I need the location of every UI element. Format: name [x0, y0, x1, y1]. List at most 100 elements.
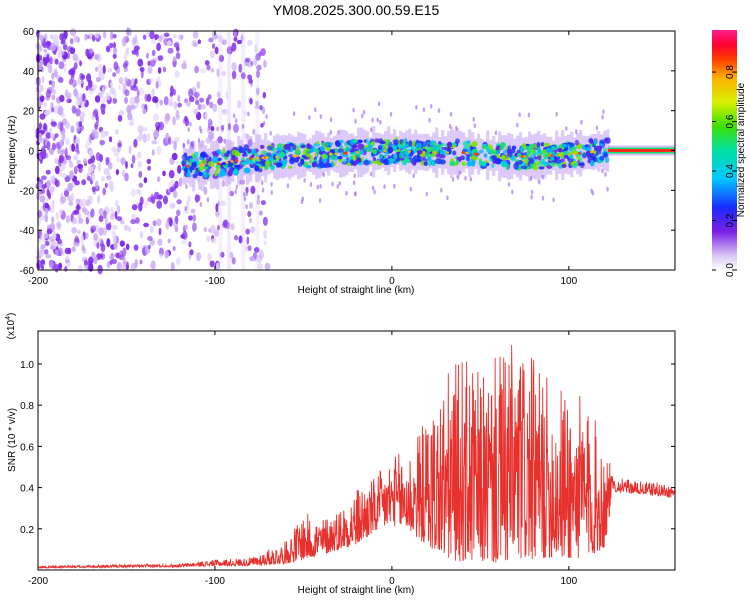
- band-hotspot: [407, 150, 411, 153]
- noise-blob: [182, 230, 188, 240]
- noise-blob: [176, 257, 181, 266]
- noise-blob: [55, 179, 60, 188]
- noise-blob: [146, 93, 152, 102]
- noise-blob: [186, 100, 191, 107]
- noise-blob: [54, 165, 60, 175]
- band-blob: [519, 147, 525, 152]
- band-scatter: [185, 184, 188, 190]
- noise-blob: [158, 247, 164, 256]
- band-scatter: [591, 190, 594, 196]
- noise-blob: [90, 154, 95, 164]
- snr-y-label: SNR (10 * v/v): [7, 408, 18, 472]
- band-blob: [302, 151, 307, 156]
- band-blob: [367, 145, 373, 152]
- band-blob: [214, 170, 218, 177]
- noise-blob: [231, 42, 237, 52]
- band-blob: [353, 139, 358, 143]
- noise-blob: [176, 199, 182, 205]
- snr-x-label: Height of straight line (km): [298, 585, 415, 596]
- band-blob: [604, 137, 611, 143]
- band-blob: [517, 153, 522, 158]
- noise-blob: [113, 91, 117, 99]
- noise-blob: [69, 170, 74, 180]
- band-blob: [419, 153, 426, 157]
- band-hotspot: [328, 152, 332, 156]
- band-blob: [324, 161, 330, 167]
- noise-blob: [75, 143, 79, 149]
- noise-blob: [91, 172, 96, 182]
- noise-blob: [187, 195, 192, 203]
- band-scatter: [265, 114, 268, 119]
- band-blob: [392, 139, 399, 143]
- noise-blob: [143, 126, 148, 132]
- noise-blob: [69, 161, 74, 168]
- noise-blob: [227, 122, 231, 131]
- band-blob: [445, 147, 449, 151]
- noise-blob: [247, 210, 252, 218]
- noise-blob: [149, 59, 156, 67]
- noise-blob: [142, 133, 147, 143]
- noise-blob: [144, 93, 148, 102]
- band-blob: [330, 149, 336, 153]
- noise-blob: [164, 250, 169, 259]
- band-hotspot: [201, 163, 205, 167]
- band-blob: [297, 162, 303, 167]
- band-scatter: [369, 171, 373, 177]
- noise-blob: [264, 262, 271, 271]
- band-blob: [267, 155, 272, 162]
- noise-blob: [77, 229, 81, 235]
- noise-blob: [256, 198, 261, 205]
- band-blob: [371, 160, 378, 164]
- band-scatter: [331, 181, 334, 187]
- band-blob: [251, 154, 255, 159]
- noise-blob: [193, 42, 198, 47]
- noise-blob: [196, 81, 201, 89]
- band-blob: [300, 144, 306, 149]
- band-scatter: [318, 198, 322, 203]
- band-blob: [372, 149, 378, 155]
- band-scatter: [371, 117, 374, 123]
- noise-blob: [173, 88, 176, 96]
- band-blob: [400, 152, 405, 157]
- noise-blob: [91, 129, 96, 138]
- colorbar-ticks: 0.0 0.2 0.4 0.6 0.8: [712, 65, 737, 277]
- band-blob: [283, 155, 288, 160]
- band-blob: [584, 147, 592, 152]
- band-hotspot: [476, 152, 480, 156]
- noise-blob: [112, 34, 117, 39]
- noise-blob: [222, 221, 228, 229]
- noise-blob: [77, 163, 84, 169]
- noise-blob: [59, 122, 64, 132]
- band-blob: [542, 162, 548, 166]
- noise-blob: [250, 226, 256, 234]
- noise-blob: [118, 77, 124, 85]
- noise-blob: [106, 238, 111, 248]
- band-scatter: [449, 111, 453, 117]
- band-scatter: [182, 118, 186, 124]
- band-blob: [360, 156, 364, 162]
- band-blob: [189, 158, 196, 163]
- noise-blob: [113, 242, 118, 250]
- band-scatter: [319, 114, 322, 119]
- snr-ytick-label: 0.2: [20, 525, 34, 536]
- noise-blob: [59, 208, 63, 216]
- noise-blob: [130, 266, 136, 272]
- noise-blob: [46, 141, 51, 151]
- band-blob: [438, 154, 446, 159]
- noise-blob: [39, 59, 44, 66]
- noise-blob: [213, 229, 220, 237]
- noise-blob: [195, 252, 202, 262]
- band-scatter: [601, 114, 604, 120]
- band-scatter: [261, 187, 265, 193]
- noise-blob: [205, 97, 210, 106]
- noise-blob: [50, 42, 56, 52]
- noise-blob: [77, 264, 83, 273]
- noise-blob: [204, 60, 210, 66]
- noise-blob: [154, 34, 160, 40]
- band-scatter: [527, 112, 531, 118]
- noise-blob: [98, 208, 104, 216]
- noise-blob: [151, 149, 155, 156]
- noise-blob: [247, 62, 252, 68]
- noise-blob: [139, 67, 145, 72]
- band-blob: [593, 149, 597, 155]
